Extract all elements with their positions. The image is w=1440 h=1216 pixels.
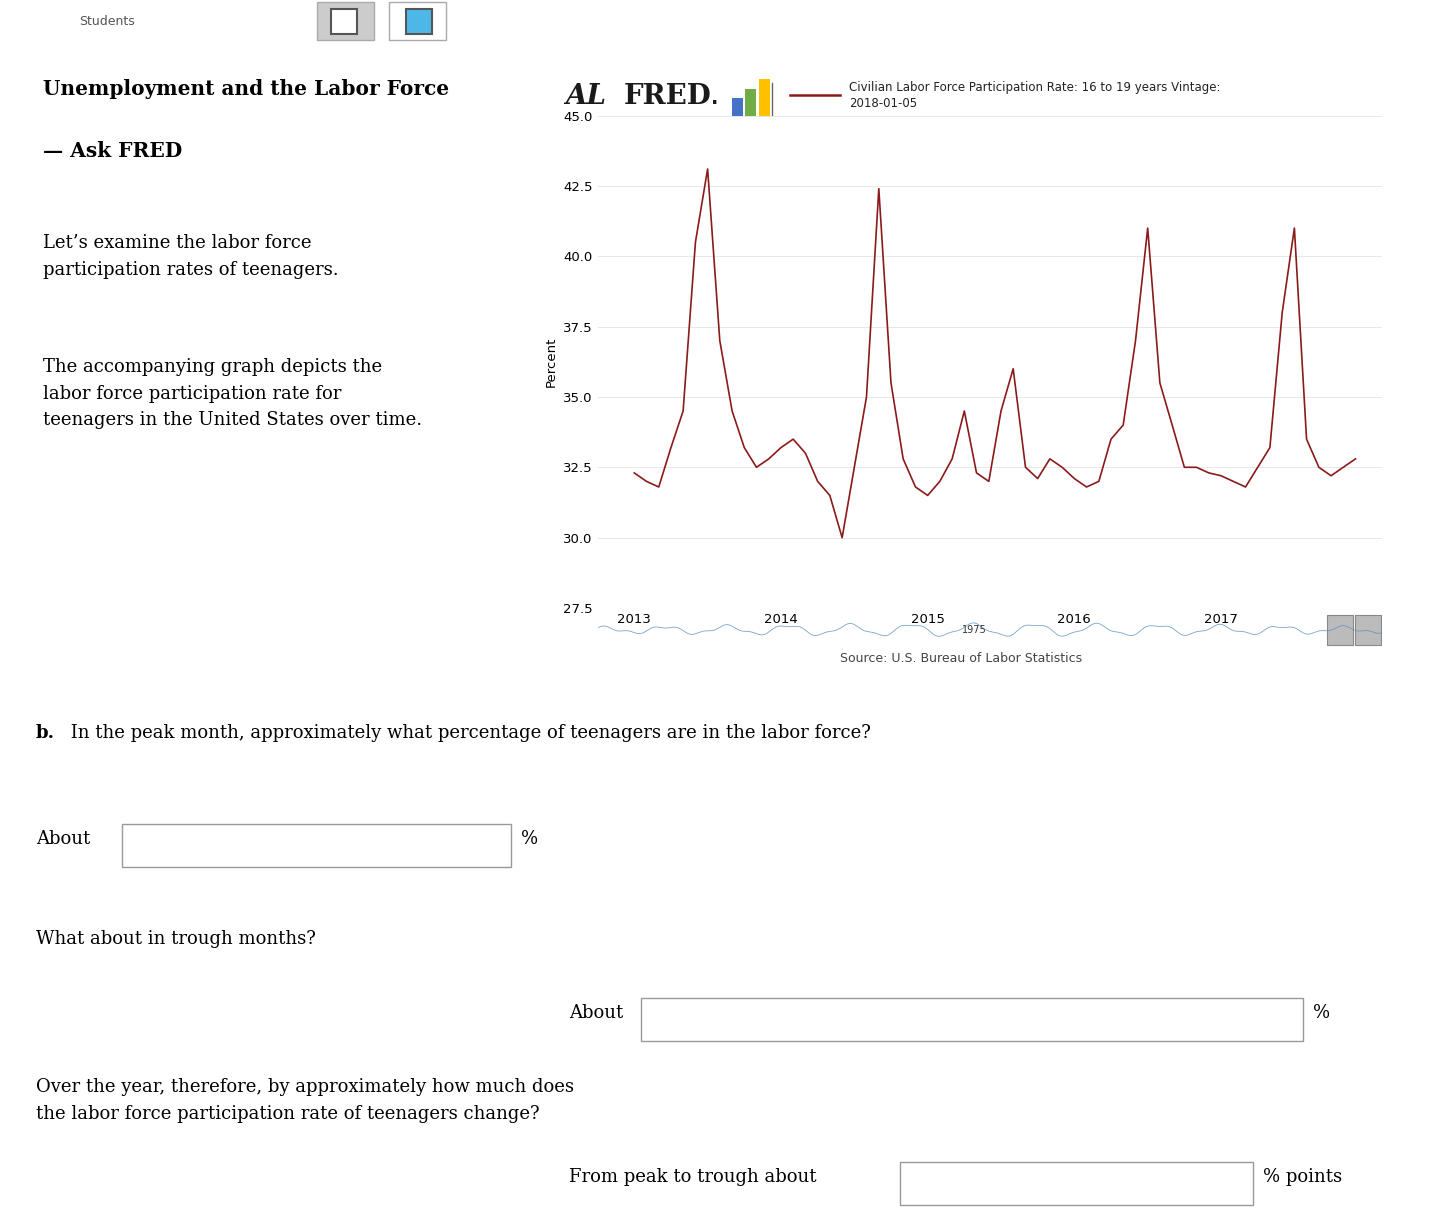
- Text: 1975: 1975: [962, 625, 986, 635]
- Text: What about in trough months?: What about in trough months?: [36, 930, 315, 948]
- Text: b.: b.: [36, 724, 55, 742]
- Text: The accompanying graph depicts the
labor force participation rate for
teenagers : The accompanying graph depicts the labor…: [43, 359, 422, 429]
- Text: Civilian Labor Force Participation Rate: 16 to 19 years Vintage:: Civilian Labor Force Participation Rate:…: [848, 80, 1220, 94]
- Bar: [759, 79, 769, 123]
- Text: FRED: FRED: [624, 83, 711, 109]
- Text: Over the year, therefore, by approximately how much does
the labor force partici: Over the year, therefore, by approximate…: [36, 1079, 575, 1122]
- Text: % points: % points: [1263, 1169, 1342, 1187]
- Text: — Ask FRED: — Ask FRED: [43, 141, 183, 162]
- FancyBboxPatch shape: [122, 823, 511, 867]
- Text: Students: Students: [79, 15, 135, 28]
- Text: In the peak month, approximately what percentage of teenagers are in the labor f: In the peak month, approximately what pe…: [65, 724, 871, 742]
- Text: AL: AL: [566, 83, 606, 109]
- Text: %: %: [521, 829, 539, 848]
- Text: Source: U.S. Bureau of Labor Statistics: Source: U.S. Bureau of Labor Statistics: [840, 653, 1083, 665]
- FancyBboxPatch shape: [641, 998, 1303, 1041]
- Text: Let’s examine the labor force
participation rates of teenagers.: Let’s examine the labor force participat…: [43, 235, 338, 278]
- Text: %: %: [1313, 1004, 1331, 1023]
- Bar: [389, 2, 446, 40]
- FancyBboxPatch shape: [900, 1162, 1253, 1205]
- Bar: [746, 89, 756, 123]
- Text: From peak to trough about: From peak to trough about: [569, 1169, 816, 1187]
- Bar: [1328, 614, 1354, 646]
- Text: Unemployment and the Labor Force: Unemployment and the Labor Force: [43, 79, 449, 100]
- Text: .: .: [711, 89, 719, 108]
- Text: About: About: [36, 829, 91, 848]
- Text: 2018-01-05: 2018-01-05: [848, 97, 917, 109]
- Bar: [1355, 614, 1381, 646]
- Text: About: About: [569, 1004, 624, 1023]
- Bar: [406, 9, 432, 34]
- Y-axis label: Percent: Percent: [544, 337, 557, 387]
- Bar: [331, 9, 357, 34]
- Bar: [317, 2, 374, 40]
- Bar: [732, 98, 743, 123]
